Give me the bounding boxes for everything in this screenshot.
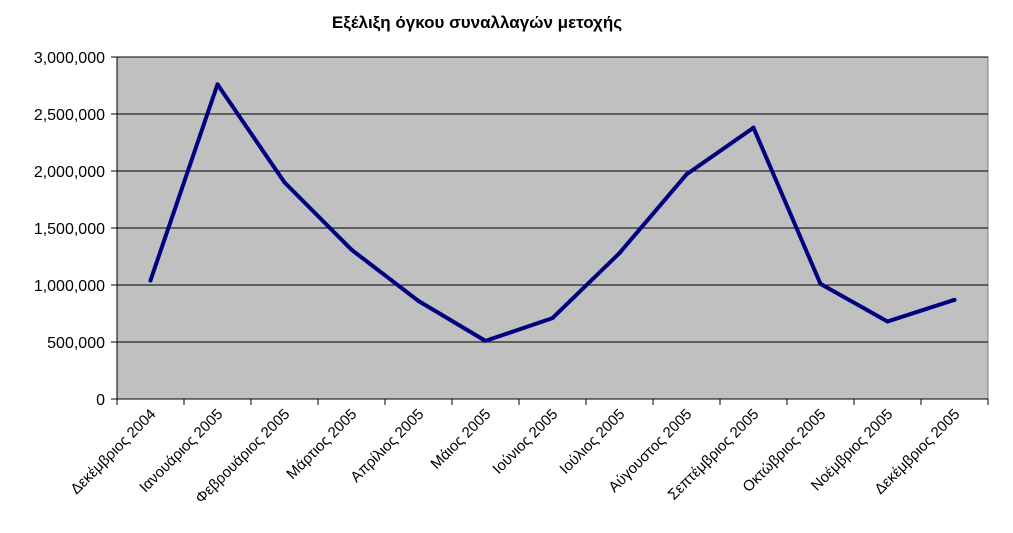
y-tick-label: 1,000,000	[34, 278, 105, 295]
data-point	[215, 82, 220, 87]
data-point	[751, 125, 756, 130]
x-tick-label: Ιούνιος 2005	[489, 406, 561, 478]
data-point	[148, 278, 153, 283]
data-point	[684, 172, 689, 177]
x-tick-label: Μάιος 2005	[427, 406, 494, 473]
y-tick-label: 1,500,000	[34, 221, 105, 238]
chart-title: Εξέλιξη όγκου συναλλαγών μετοχής	[332, 13, 622, 32]
data-point	[483, 338, 488, 343]
y-tick-label: 2,500,000	[34, 107, 105, 124]
series-layer	[148, 82, 957, 343]
y-axis: 0 500,000 1,000,000 1,500,000 2,000,000 2,500…	[34, 50, 118, 409]
data-point	[550, 316, 555, 321]
x-tick-label: Ιούλιος 2005	[556, 406, 628, 478]
y-tick-label: 500,000	[47, 335, 105, 352]
data-point	[818, 281, 823, 286]
y-tick-label: 3,000,000	[34, 50, 105, 67]
data-point	[885, 319, 890, 324]
gridlines	[117, 56, 988, 343]
data-point	[282, 180, 287, 185]
y-tick-label: 2,000,000	[34, 164, 105, 181]
data-point	[416, 298, 421, 303]
y-tick-label: 0	[96, 392, 105, 409]
data-point	[617, 251, 622, 256]
data-point	[349, 247, 354, 252]
data-point	[952, 297, 957, 302]
